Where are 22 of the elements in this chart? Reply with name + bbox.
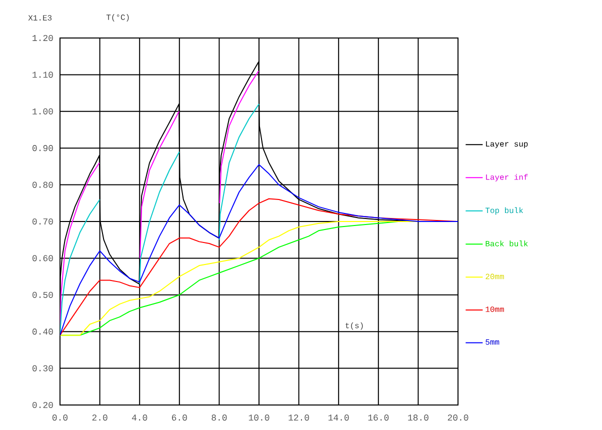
- x-tick-label: 14.0: [328, 414, 349, 421]
- y-tick-label: 0.60: [32, 255, 53, 262]
- y-tick-label: 0.80: [32, 182, 53, 188]
- x-tick-label: 8.0: [212, 414, 227, 421]
- y-tick-label: 0.50: [32, 292, 53, 298]
- x-tick-label: 6.0: [172, 414, 187, 421]
- y-tick-label: 0.30: [32, 365, 53, 372]
- y-tick-label: 1.10: [32, 72, 53, 78]
- x-tick-label: 0.0: [52, 414, 68, 421]
- y-tick-label: 0.20: [32, 402, 53, 408]
- y-tick-label: 1.00: [32, 108, 53, 114]
- x-tick-label: 12.0: [288, 414, 310, 421]
- x-tick-label: 2.0: [92, 414, 108, 421]
- x-tick-label: 18.0: [408, 414, 428, 421]
- y-tick-label: 0.70: [32, 218, 53, 225]
- y-tick-label: 0.90: [32, 145, 53, 152]
- x-tick-label: 10.0: [248, 414, 270, 421]
- y-tick-label: 1.20: [32, 34, 53, 42]
- x-tick-label: 20.0: [448, 414, 468, 421]
- x-tick-label: 16.0: [368, 414, 389, 421]
- x-tick-label: 4.0: [132, 414, 148, 421]
- y-tick-label: 0.40: [32, 328, 53, 335]
